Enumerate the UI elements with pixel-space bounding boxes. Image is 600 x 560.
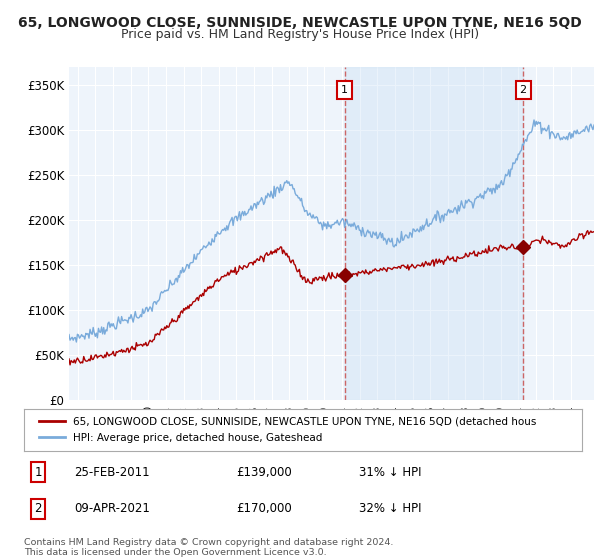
Text: 2: 2 xyxy=(34,502,42,515)
Text: 1: 1 xyxy=(34,466,42,479)
Text: 25-FEB-2011: 25-FEB-2011 xyxy=(74,466,150,479)
Text: 1: 1 xyxy=(341,85,348,95)
Text: £139,000: £139,000 xyxy=(236,466,292,479)
Text: 32% ↓ HPI: 32% ↓ HPI xyxy=(359,502,421,515)
Legend: 65, LONGWOOD CLOSE, SUNNISIDE, NEWCASTLE UPON TYNE, NE16 5QD (detached hous, HPI: 65, LONGWOOD CLOSE, SUNNISIDE, NEWCASTLE… xyxy=(35,413,541,447)
Text: 31% ↓ HPI: 31% ↓ HPI xyxy=(359,466,421,479)
Text: 09-APR-2021: 09-APR-2021 xyxy=(74,502,150,515)
Text: Contains HM Land Registry data © Crown copyright and database right 2024.
This d: Contains HM Land Registry data © Crown c… xyxy=(24,538,394,557)
Text: Price paid vs. HM Land Registry's House Price Index (HPI): Price paid vs. HM Land Registry's House … xyxy=(121,28,479,41)
Text: 2: 2 xyxy=(520,85,527,95)
Text: £170,000: £170,000 xyxy=(236,502,292,515)
Bar xyxy=(345,67,523,400)
Text: 65, LONGWOOD CLOSE, SUNNISIDE, NEWCASTLE UPON TYNE, NE16 5QD: 65, LONGWOOD CLOSE, SUNNISIDE, NEWCASTLE… xyxy=(18,16,582,30)
